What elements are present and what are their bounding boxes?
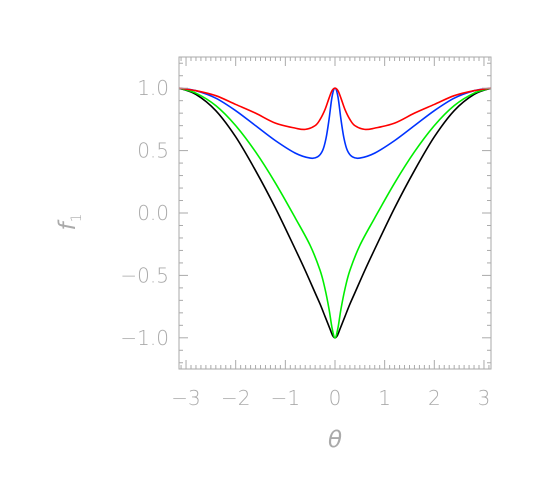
x-tick-label: −2: [221, 386, 250, 410]
x-axis-label: θ: [328, 427, 342, 453]
x-tick-label: 2: [428, 386, 441, 410]
x-tick-label: −3: [171, 386, 200, 410]
y-tick-label: −1.0: [120, 326, 169, 350]
series-line-4: [178, 87, 492, 131]
y-tick-label: 0.0: [137, 201, 169, 225]
x-tick-label: 0: [329, 386, 342, 410]
axis-ticks: [179, 57, 491, 369]
tick-labels: −3 −2 −1 0 1 2 3 1.0 0.5 0.0 −0.5 −1.0: [120, 76, 490, 410]
series-layer: [178, 87, 492, 339]
y-axis-label: f1: [55, 213, 85, 230]
series-line-2: [178, 87, 492, 339]
y-tick-label: 0.5: [137, 139, 169, 163]
x-tick-label: 3: [478, 386, 491, 410]
y-axis-label-subscript: 1: [69, 213, 85, 222]
y-axis-label-main: f: [55, 220, 81, 231]
x-tick-label: 1: [378, 386, 391, 410]
x-tick-label: −1: [271, 386, 300, 410]
y-tick-label: −0.5: [120, 263, 169, 287]
series-line-1: [178, 87, 492, 339]
y-tick-label: 1.0: [137, 76, 169, 100]
